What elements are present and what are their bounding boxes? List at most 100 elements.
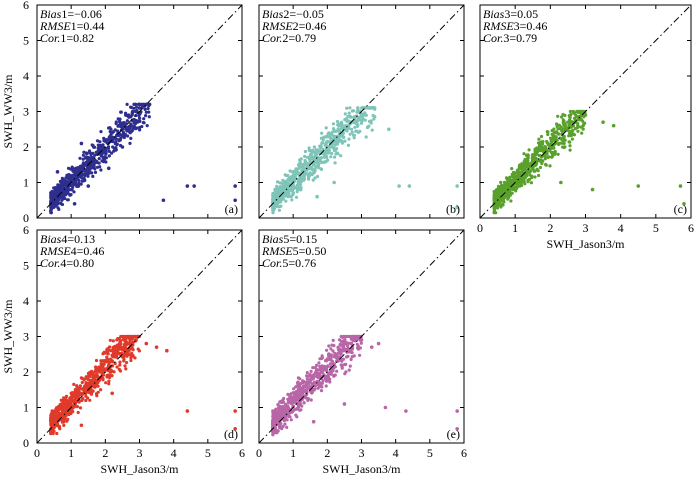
scatter-point: [86, 174, 90, 178]
stat-text: Cor.5=0.76: [262, 256, 316, 270]
y-tick-label: 2: [23, 140, 29, 154]
scatter-point: [343, 349, 347, 353]
scatter-point: [59, 202, 63, 206]
scatter-point: [132, 121, 136, 125]
x-tick-label: 3: [359, 446, 365, 460]
scatter-point: [546, 155, 550, 159]
scatter-point: [297, 400, 301, 404]
scatter-point: [78, 164, 82, 168]
scatter-point: [305, 384, 309, 388]
scatter-point: [135, 120, 139, 124]
scatter-point: [121, 132, 125, 136]
scatter-point: [118, 133, 122, 137]
scatter-point: [78, 156, 82, 160]
scatter-point: [284, 173, 288, 177]
scatter-point: [299, 408, 303, 412]
scatter-point: [88, 398, 92, 402]
scatter-point: [575, 126, 579, 130]
scatter-point: [316, 380, 321, 384]
x-tick-label: 5: [653, 221, 659, 235]
scatter-point: [110, 151, 114, 155]
scatter-point: [397, 184, 401, 188]
scatter-point: [233, 184, 237, 188]
scatter-point: [61, 181, 65, 185]
scatter-point: [86, 184, 91, 188]
scatter-point: [74, 166, 78, 170]
scatter-point: [550, 152, 555, 156]
scatter-point: [500, 202, 505, 206]
x-tick-label: 0: [34, 446, 40, 460]
scatter-point: [109, 127, 113, 131]
stat-name: Cor.: [483, 31, 503, 45]
scatter-point: [301, 385, 306, 389]
scatter-point: [325, 368, 329, 372]
scatter-point: [90, 162, 95, 166]
scatter-point: [302, 380, 306, 384]
scatter-point: [530, 159, 535, 163]
stat-index: 3: [514, 19, 520, 33]
scatter-point: [328, 380, 332, 384]
scatter-point: [82, 150, 86, 154]
scatter-point: [510, 174, 514, 178]
scatter-point: [581, 127, 585, 131]
scatter-point: [121, 337, 125, 341]
scatter-point: [277, 405, 281, 409]
scatter-point: [62, 408, 66, 413]
scatter-point: [538, 148, 542, 152]
scatter-point: [132, 102, 136, 106]
scatter-point: [89, 155, 94, 160]
scatter-point: [338, 343, 342, 347]
scatter-point: [119, 342, 123, 346]
scatter-point: [333, 140, 337, 144]
scatter-point: [66, 173, 70, 177]
scatter-point: [539, 134, 544, 139]
scatter-point: [333, 129, 337, 133]
scatter-point: [64, 397, 68, 401]
scatter-point: [98, 165, 102, 169]
scatter-point: [72, 190, 76, 194]
scatter-point: [354, 334, 358, 339]
scatter-point: [552, 138, 556, 142]
scatter-point: [282, 406, 286, 410]
scatter-point: [523, 167, 527, 171]
scatter-point: [124, 113, 128, 117]
scatter-point: [570, 137, 575, 141]
x-tick-label: 2: [102, 446, 108, 460]
scatter-point: [321, 141, 325, 145]
stat-value: =−0.06: [67, 7, 102, 21]
scatter-point: [125, 119, 129, 123]
scatter-point: [118, 369, 123, 373]
scatter-point: [295, 407, 299, 411]
scatter-point: [56, 407, 60, 411]
scatter-point: [290, 198, 294, 202]
scatter-point: [106, 166, 111, 171]
scatter-point: [106, 146, 111, 150]
scatter-point: [365, 106, 369, 110]
scatter-point: [555, 122, 559, 126]
scatter-point: [347, 137, 351, 141]
scatter-point: [560, 138, 564, 142]
scatter-point: [288, 169, 292, 173]
scatter-point: [129, 358, 133, 363]
scatter-point: [315, 151, 319, 155]
scatter-point: [530, 156, 534, 160]
scatter-point: [349, 341, 354, 346]
scatter-point: [66, 188, 71, 192]
scatter-point: [52, 419, 56, 424]
x-tick-label: 0: [256, 446, 262, 460]
scatter-point: [107, 382, 111, 386]
scatter-point: [324, 135, 328, 139]
scatter-point: [313, 384, 318, 388]
scatter-point: [505, 194, 509, 198]
scatter-point: [119, 110, 123, 114]
scatter-point: [104, 160, 108, 164]
one-to-one-line: [479, 4, 692, 219]
scatter-point: [331, 349, 335, 353]
scatter-point: [95, 161, 99, 165]
scatter-point: [313, 380, 317, 384]
scatter-point: [79, 141, 84, 146]
stat-value: =0.05: [510, 7, 538, 21]
scatter-point: [291, 191, 295, 195]
scatter-point: [71, 398, 75, 402]
stat-index: 5: [293, 244, 299, 258]
